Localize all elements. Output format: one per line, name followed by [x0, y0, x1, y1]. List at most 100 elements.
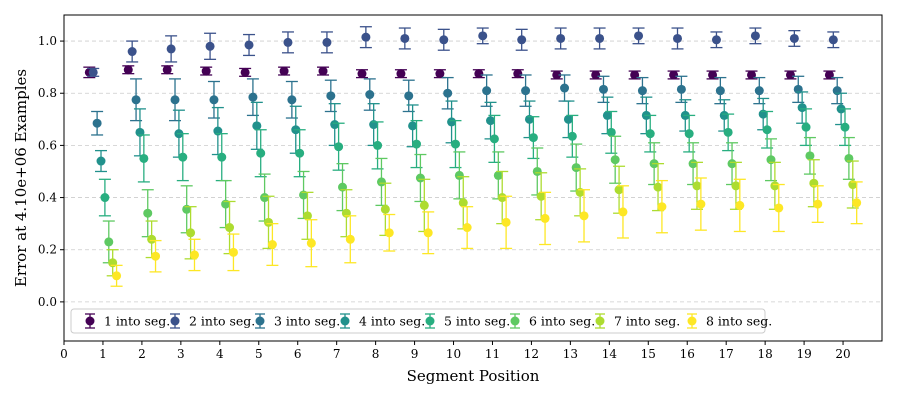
data-point	[521, 86, 531, 96]
data-point	[400, 33, 410, 43]
data-point	[797, 103, 807, 113]
data-point	[127, 47, 137, 57]
data-point	[170, 95, 180, 105]
data-point	[489, 134, 499, 144]
x-tick-label: 19	[796, 347, 811, 361]
data-point	[813, 199, 823, 209]
x-tick-label: 13	[563, 347, 578, 361]
legend-item: 4 into seg.	[340, 313, 425, 329]
data-point	[365, 90, 375, 100]
y-tick-label: 0.4	[38, 191, 57, 205]
series-6	[102, 135, 855, 264]
data-point	[408, 121, 418, 131]
data-point	[571, 163, 581, 173]
data-point	[474, 69, 484, 79]
data-point	[595, 33, 605, 43]
data-point	[567, 131, 577, 141]
data-point	[279, 66, 289, 76]
x-tick-label: 10	[446, 347, 461, 361]
data-point	[143, 208, 153, 218]
x-axis: 0 1 2 3 4 5 6 7 8 9 10 11 12 13 14 15 16 17 18 19 20	[60, 341, 851, 361]
data-point	[750, 31, 760, 41]
data-point	[244, 40, 254, 50]
data-point	[100, 193, 110, 203]
data-point	[267, 240, 277, 250]
data-point	[112, 271, 122, 281]
series-2	[87, 26, 840, 77]
data-point	[287, 95, 297, 105]
data-point	[762, 125, 772, 135]
x-tick-label: 7	[333, 347, 341, 361]
data-point	[560, 83, 570, 93]
data-point	[396, 69, 406, 79]
data-point	[415, 173, 425, 183]
data-point	[731, 181, 741, 191]
data-point	[727, 159, 737, 169]
x-tick-label: 1	[99, 347, 107, 361]
data-point	[345, 234, 355, 244]
x-tick-label: 0	[60, 347, 68, 361]
legend-marker	[510, 316, 520, 326]
legend-marker	[85, 316, 95, 326]
x-tick-label: 20	[835, 347, 850, 361]
data-point	[443, 88, 453, 98]
data-point	[606, 127, 616, 137]
data-point	[439, 35, 449, 45]
data-point	[201, 66, 211, 76]
x-tick-label: 16	[680, 347, 695, 361]
data-point	[384, 228, 394, 238]
y-tick-label: 0.6	[38, 138, 57, 152]
legend-item: 2 into seg.	[170, 313, 255, 329]
legend-label: 4 into seg.	[359, 314, 425, 329]
data-point	[805, 151, 815, 161]
plot-frame	[63, 14, 883, 342]
data-point	[676, 84, 686, 94]
data-point	[673, 33, 682, 43]
data-point	[330, 120, 340, 130]
data-point	[536, 191, 546, 201]
data-point	[412, 139, 422, 149]
series-5	[98, 108, 851, 217]
data-point	[528, 133, 538, 143]
data-point	[283, 37, 293, 47]
series-layer	[83, 26, 863, 287]
x-tick-label: 2	[138, 347, 146, 361]
legend-label: 7 into seg.	[614, 314, 680, 329]
legend-label: 3 into seg.	[274, 314, 340, 329]
y-tick-label: 0.0	[38, 295, 57, 309]
x-tick-label: 15	[641, 347, 656, 361]
data-point	[264, 217, 273, 227]
series-4	[95, 91, 848, 173]
data-point	[692, 181, 702, 191]
data-point	[532, 166, 542, 176]
legend-marker	[687, 316, 697, 326]
data-point	[189, 250, 199, 260]
data-point	[256, 148, 266, 158]
y-tick-label: 1.0	[38, 34, 57, 48]
data-point	[789, 33, 799, 43]
x-tick-label: 12	[524, 347, 539, 361]
data-point	[248, 92, 258, 102]
data-point	[334, 142, 344, 152]
legend-item: 5 into seg.	[425, 313, 510, 329]
data-point	[610, 155, 620, 165]
legend-marker	[340, 316, 350, 326]
legend-marker	[170, 316, 180, 326]
data-point	[501, 217, 511, 227]
data-point	[306, 238, 316, 248]
data-point	[711, 35, 721, 45]
data-point	[423, 228, 433, 238]
data-point	[637, 86, 647, 96]
data-point	[147, 234, 157, 244]
data-point	[458, 198, 468, 208]
data-point	[435, 69, 445, 79]
x-tick-label: 14	[602, 347, 618, 361]
series-1	[83, 65, 836, 80]
data-point	[552, 70, 562, 80]
grid-layer	[64, 40, 882, 303]
data-point	[493, 170, 503, 180]
data-point	[770, 181, 780, 191]
data-point	[735, 200, 745, 210]
data-point	[450, 139, 460, 149]
data-point	[602, 110, 612, 120]
